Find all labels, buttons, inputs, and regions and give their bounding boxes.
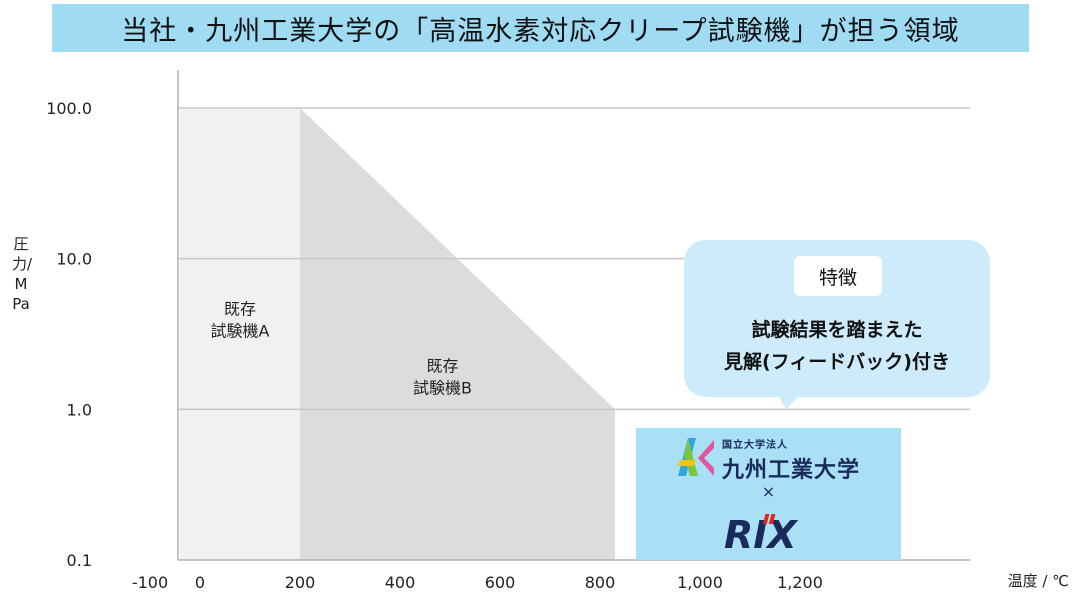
university-subtitle: 国立大学法人 [722,440,788,451]
y-tick-label: 100.0 [46,99,92,118]
collab-times: × [761,482,776,501]
y-tick-label: 0.1 [67,551,92,570]
title-bar: 当社・九州工業大学の「高温水素対応クリープ試験機」が担う領域 [52,4,1029,52]
feature-badge: 特徴 [794,256,882,296]
feature-text-line-2: 見解(フィードバック)付き [724,351,950,373]
feature-text: 試験結果を踏まえた 見解(フィードバック)付き [684,314,990,378]
feature-callout: 特徴 試験結果を踏まえた 見解(フィードバック)付き [684,240,990,397]
y-tick-label: 1.0 [67,400,92,419]
region-a-label: 試験機A [211,321,270,340]
university-name: 九州工業大学 [722,458,861,483]
rix-logo-icon: RIX [724,513,798,554]
y-tick-label: 10.0 [56,250,92,269]
x-tick-label: 400 [385,573,416,592]
x-axis-label: 温度 / ℃ [1007,572,1069,590]
x-tick-label: 600 [485,573,516,592]
x-tick-label: 0 [195,573,205,592]
chart-title: 当社・九州工業大学の「高温水素対応クリープ試験機」が担う領域 [121,15,960,47]
new-tester-region-logo: 国立大学法人 九州工業大学 × RIX [636,428,901,560]
region-b [300,108,615,560]
y-axis-label: 圧力/MPa [12,235,33,313]
x-tick-label: 1,200 [777,573,823,592]
region-a-label: 既存 [224,299,256,318]
feature-text-line-1: 試験結果を踏まえた [751,319,923,341]
region-b-label: 既存 [426,356,458,375]
x-tick-label: 800 [585,573,616,592]
kyutech-logo-icon [678,438,714,476]
callout-tail [778,395,800,409]
x-tick-label: -100 [132,573,168,592]
region-b-label: 試験機B [413,378,472,397]
x-tick-label: 200 [285,573,316,592]
rix-logo-text: RIX [724,513,798,554]
x-tick-label: 1,000 [677,573,723,592]
region-a [180,108,300,560]
